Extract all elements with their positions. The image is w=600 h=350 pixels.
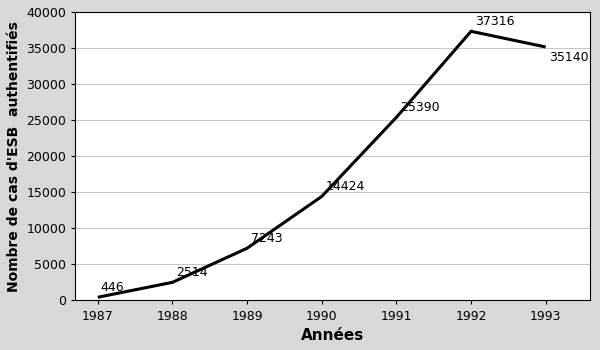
Text: 7243: 7243 [251,232,283,245]
Text: 2514: 2514 [176,266,208,279]
Y-axis label: Nombre de cas d'ESB  authentifiés: Nombre de cas d'ESB authentifiés [7,21,21,292]
X-axis label: Années: Années [301,328,365,343]
Text: 35140: 35140 [550,51,589,64]
Text: 446: 446 [100,281,124,294]
Text: 14424: 14424 [325,180,365,193]
Text: 25390: 25390 [400,101,440,114]
Text: 37316: 37316 [475,15,514,28]
